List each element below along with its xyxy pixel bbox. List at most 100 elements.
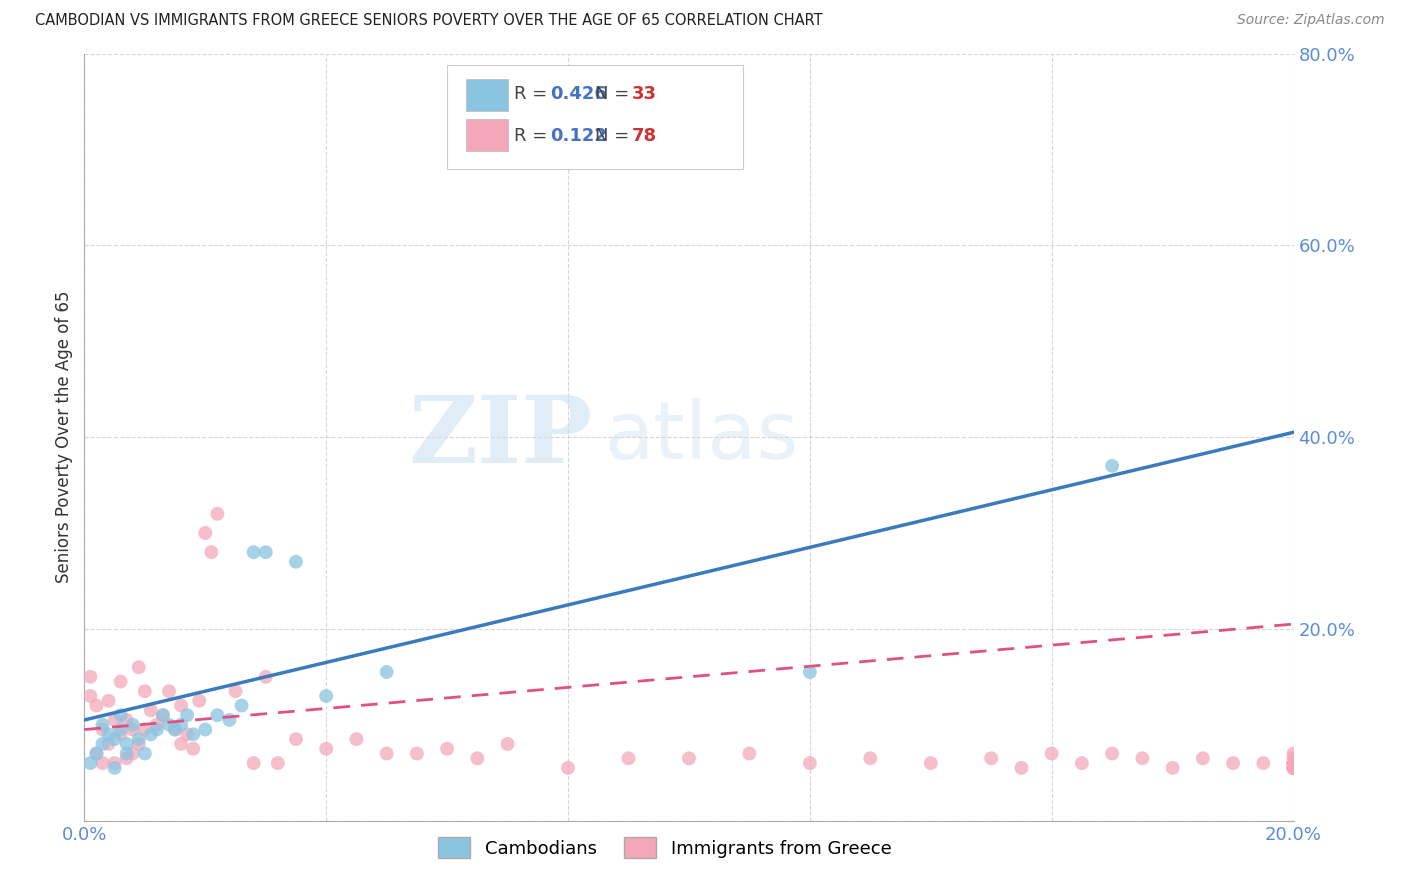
Point — [859, 751, 882, 765]
Point — [157, 684, 180, 698]
Point — [181, 741, 204, 756]
Point — [110, 727, 132, 741]
Point — [1282, 756, 1305, 771]
Text: R =: R = — [513, 85, 553, 103]
Point — [146, 717, 169, 731]
Point — [315, 741, 337, 756]
Point — [200, 545, 222, 559]
Point — [1282, 761, 1305, 775]
Text: ZIP: ZIP — [408, 392, 592, 482]
Point — [1130, 751, 1153, 765]
Point — [678, 751, 700, 765]
Point — [375, 747, 398, 761]
FancyBboxPatch shape — [447, 65, 744, 169]
Point — [139, 703, 162, 717]
Point — [86, 747, 108, 761]
Point — [1101, 458, 1123, 473]
Point — [115, 751, 138, 765]
Point — [165, 723, 187, 737]
Point — [128, 737, 150, 751]
Point — [285, 732, 308, 747]
Point — [1282, 751, 1305, 765]
Point — [467, 751, 489, 765]
Point — [139, 727, 162, 741]
Point — [110, 674, 132, 689]
FancyBboxPatch shape — [467, 78, 508, 112]
Point — [1282, 756, 1305, 771]
Point — [267, 756, 290, 771]
Point — [115, 713, 138, 727]
Point — [285, 555, 308, 569]
Point — [188, 694, 211, 708]
Point — [146, 723, 169, 737]
Point — [1282, 761, 1305, 775]
Point — [980, 751, 1002, 765]
Point — [406, 747, 429, 761]
Text: N =: N = — [595, 127, 634, 145]
FancyBboxPatch shape — [467, 119, 508, 151]
Point — [121, 747, 143, 761]
Point — [1192, 751, 1215, 765]
Point — [176, 708, 198, 723]
Point — [134, 684, 156, 698]
Text: 33: 33 — [633, 85, 657, 103]
Point — [436, 741, 458, 756]
Point — [86, 747, 108, 761]
Text: 78: 78 — [633, 127, 657, 145]
Point — [121, 717, 143, 731]
Text: 0.426: 0.426 — [550, 85, 607, 103]
Point — [170, 698, 193, 713]
Text: atlas: atlas — [605, 398, 799, 476]
Point — [157, 717, 180, 731]
Point — [91, 717, 114, 731]
Point — [1282, 761, 1305, 775]
Point — [91, 756, 114, 771]
Point — [799, 756, 821, 771]
Point — [128, 660, 150, 674]
Point — [170, 737, 193, 751]
Point — [315, 689, 337, 703]
Point — [225, 684, 247, 698]
Point — [134, 747, 156, 761]
Point — [218, 713, 240, 727]
Point — [1011, 761, 1033, 775]
Point — [799, 665, 821, 679]
Legend: Cambodians, Immigrants from Greece: Cambodians, Immigrants from Greece — [430, 830, 898, 865]
Point — [207, 708, 229, 723]
Point — [346, 732, 368, 747]
Point — [86, 698, 108, 713]
Point — [617, 751, 640, 765]
Point — [1282, 747, 1305, 761]
Point — [152, 708, 174, 723]
Point — [104, 756, 127, 771]
Point — [115, 747, 138, 761]
Point — [1222, 756, 1244, 771]
Point — [79, 689, 101, 703]
Point — [79, 756, 101, 771]
Point — [104, 732, 127, 747]
Text: 0.122: 0.122 — [550, 127, 607, 145]
Point — [1282, 761, 1305, 775]
Point — [104, 713, 127, 727]
Text: Source: ZipAtlas.com: Source: ZipAtlas.com — [1237, 13, 1385, 28]
Point — [97, 694, 120, 708]
Point — [1101, 747, 1123, 761]
Point — [254, 670, 277, 684]
Point — [152, 708, 174, 723]
Point — [181, 727, 204, 741]
Point — [557, 761, 579, 775]
Y-axis label: Seniors Poverty Over the Age of 65: Seniors Poverty Over the Age of 65 — [55, 291, 73, 583]
Point — [1282, 761, 1305, 775]
Point — [97, 727, 120, 741]
Point — [1040, 747, 1063, 761]
Point — [738, 747, 761, 761]
Point — [170, 717, 193, 731]
Point — [231, 698, 253, 713]
Point — [91, 723, 114, 737]
Point — [1282, 756, 1305, 771]
Point — [97, 737, 120, 751]
Point — [1282, 761, 1305, 775]
Text: CAMBODIAN VS IMMIGRANTS FROM GREECE SENIORS POVERTY OVER THE AGE OF 65 CORRELATI: CAMBODIAN VS IMMIGRANTS FROM GREECE SENI… — [35, 13, 823, 29]
Point — [1282, 756, 1305, 771]
Point — [128, 732, 150, 747]
